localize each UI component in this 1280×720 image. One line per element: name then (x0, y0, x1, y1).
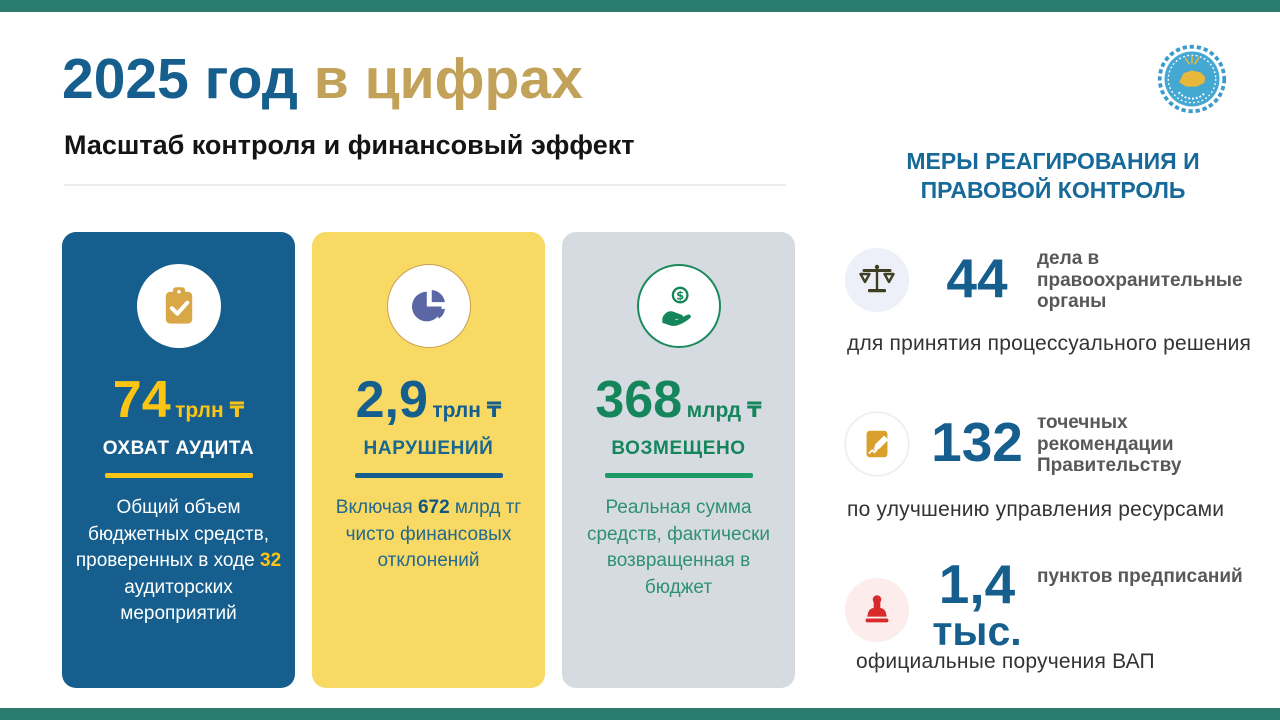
measure-item-recommendations: 132 точечных рекомендации Правительству (845, 406, 1265, 516)
measure-label: пунктов предписаний (1037, 566, 1243, 587)
stat-card-recovered: $ 368 млрд ₸ ВОЗМЕЩЕНО Реальная сумма ср… (562, 232, 795, 688)
stat-underline (104, 473, 253, 478)
measure-number: 1,4 тыс. (932, 553, 1022, 655)
tenge-symbol: ₸ (746, 398, 762, 422)
stat-card-violations: 2,9 трлн ₸ НАРУШЕНИЙ Включая 672 млрд тг… (312, 232, 545, 688)
svg-text:$: $ (676, 288, 684, 302)
page-subtitle: Масштаб контроля и финансовый эффект (64, 130, 635, 160)
stat-value: 2,9 трлн ₸ (355, 371, 502, 429)
measure-note: для принятия процессуального решения (847, 332, 1252, 355)
stat-card-audit-coverage: 74 трлн ₸ ОХВАТ АУДИТА Общий объем бюдже… (62, 232, 295, 688)
pencil-document-icon (845, 412, 909, 476)
clipboard-check-icon (136, 264, 221, 348)
stamp-icon (845, 578, 909, 642)
measure-label: дела в правоохранительные органы (1037, 248, 1243, 313)
measure-note: по улучшению управления ресурсами (847, 498, 1225, 521)
stat-label: ВОЗМЕЩЕНО (611, 438, 746, 459)
stat-description: Включая 672 млрд тг чисто финансовых отк… (335, 497, 522, 572)
header-divider (64, 184, 786, 186)
measure-label: точечных рекомендации Правительству (1037, 412, 1182, 477)
measure-item-prescriptions: 1,4 тыс. пунктов предписаний (845, 552, 1265, 662)
stat-underline (604, 473, 753, 478)
measure-number: 44 (946, 247, 1008, 309)
tenge-symbol: ₸ (486, 398, 502, 422)
top-accent-bar (0, 0, 1280, 12)
title-year: 2025 год (62, 47, 314, 111)
tenge-symbol: ₸ (229, 398, 245, 422)
state-audit-emblem-logo (1155, 42, 1229, 116)
emblem-icon (1157, 44, 1227, 114)
right-panel-heading: МЕРЫ РЕАГИРОВАНИЯ И ПРАВОВОЙ КОНТРОЛЬ (906, 148, 1200, 204)
stat-underline (354, 473, 503, 478)
money-hand-icon: $ (636, 264, 721, 348)
stat-description: Реальная сумма средств, фактически возвр… (586, 497, 771, 598)
measure-item-criminal-cases: 44 дела в правоохранительные органы (845, 244, 1265, 354)
scales-icon (845, 248, 909, 312)
measure-number: 132 (931, 411, 1023, 473)
page-title: 2025 год в цифрах (62, 46, 583, 112)
stat-label: ОХВАТ АУДИТА (102, 438, 255, 459)
stat-value: 74 трлн ₸ (112, 371, 245, 429)
bottom-accent-bar (0, 708, 1280, 720)
stat-description: Общий объем бюджетных средств, проверенн… (75, 497, 282, 625)
pie-chart-icon (386, 264, 471, 348)
stat-cards: 74 трлн ₸ ОХВАТ АУДИТА Общий объем бюдже… (62, 232, 795, 688)
stat-label: НАРУШЕНИЙ (363, 438, 494, 459)
stat-value: 368 млрд ₸ (595, 371, 762, 429)
measure-note: официальные поручения ВАП (856, 650, 1155, 673)
title-suffix: в цифрах (313, 47, 583, 111)
